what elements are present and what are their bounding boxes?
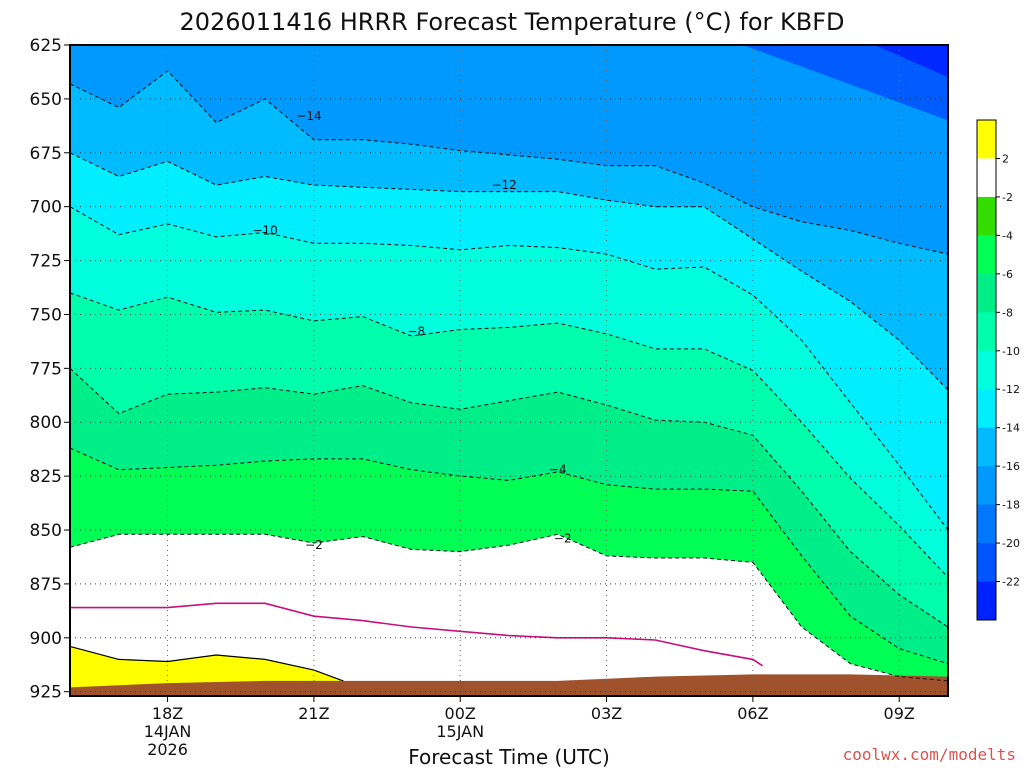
colorbar-label: -6 xyxy=(1002,268,1013,281)
x-tick-date: 14JAN xyxy=(144,722,192,741)
y-tick-label: 650 xyxy=(30,90,62,110)
isotherm-line xyxy=(69,206,949,531)
terrain-fill xyxy=(70,674,948,696)
colorbar-segment xyxy=(977,273,996,313)
y-tick-label: 725 xyxy=(30,252,62,272)
y-tick-label: 700 xyxy=(30,198,62,218)
grid-lines xyxy=(70,44,948,696)
isotherm-lines xyxy=(69,70,949,682)
colorbar-segment xyxy=(977,504,996,544)
colorbar-frame xyxy=(976,119,997,621)
colorbar-label: 2 xyxy=(1002,152,1009,165)
x-axis-label: Forecast Time (UTC) xyxy=(408,745,610,768)
colorbar-segment xyxy=(977,466,996,506)
x-tick-label: 21Z xyxy=(298,704,329,723)
colorbar-label: -12 xyxy=(1002,383,1020,396)
colorbar-label: -4 xyxy=(1002,229,1013,242)
y-tick-label: 900 xyxy=(30,629,62,649)
colorbar: 2 -2 -4 -6 -8 -10 -12 -14 -16 -18 -20 -22 xyxy=(976,119,1020,621)
colorbar-label: -2 xyxy=(1002,191,1013,204)
magenta-line xyxy=(70,602,764,667)
x-tick-label: 18Z xyxy=(152,704,183,723)
colorbar-segment xyxy=(977,543,996,583)
y-tick-label: 775 xyxy=(30,359,62,379)
isotherm-line xyxy=(69,447,949,665)
isotherm-line xyxy=(69,533,949,682)
colorbar-label: -16 xyxy=(1002,460,1020,473)
plot-frame xyxy=(69,44,949,697)
colorbar-label: -22 xyxy=(1002,576,1020,589)
colorbar-segment xyxy=(977,158,996,198)
colorbar-segment xyxy=(977,350,996,390)
x-tick-year: 2026 xyxy=(147,740,188,759)
isotherm-label: −10 xyxy=(252,223,277,237)
band-coldest-corner xyxy=(874,45,948,78)
x-tick-label: 00Z xyxy=(445,704,476,723)
colorbar-label: -8 xyxy=(1002,306,1013,319)
band-cold-corner xyxy=(743,45,948,121)
colorbar-label: -18 xyxy=(1002,499,1020,512)
y-tick-label: 875 xyxy=(30,575,62,595)
x-tick-label: 09Z xyxy=(884,704,915,723)
x-tick-label: 06Z xyxy=(737,704,768,723)
x-tick-date: 15JAN xyxy=(436,722,484,741)
isotherm-label: −12 xyxy=(491,178,516,192)
colorbar-segment xyxy=(977,312,996,352)
y-tick-label: 625 xyxy=(30,36,62,56)
y-tick-label: 750 xyxy=(30,305,62,325)
colorbar-segment xyxy=(977,235,996,275)
isotherm-line xyxy=(69,70,949,255)
isotherm-labels: −14 −12 −10 −8 −4 −2 −2 xyxy=(252,109,572,552)
colorbar-segment xyxy=(977,581,996,621)
chart-title: 2026011416 HRRR Forecast Temperature (°C… xyxy=(179,8,844,36)
colorbar-label: -20 xyxy=(1002,537,1020,550)
y-tick-label: 925 xyxy=(30,683,62,703)
x-tick-label: 03Z xyxy=(591,704,622,723)
y-tick-label: 800 xyxy=(30,413,62,433)
isotherm-label: −14 xyxy=(296,109,321,123)
isotherm-label: −4 xyxy=(549,463,567,477)
colorbar-segment xyxy=(977,120,996,159)
colorbar-segment xyxy=(977,389,996,429)
y-axis-ticks: 625 650 675 700 725 750 775 800 825 850 875 900 925 xyxy=(30,36,70,703)
y-tick-label: 850 xyxy=(30,521,62,541)
isotherm-label: −8 xyxy=(407,325,425,339)
colorbar-label: -10 xyxy=(1002,345,1020,358)
colorbar-segment xyxy=(977,196,996,236)
temperature-fill-bands xyxy=(69,45,948,697)
isotherm-label: −2 xyxy=(305,538,323,552)
credit-text: coolwx.com/modelts xyxy=(843,745,1016,764)
colorbar-label: -14 xyxy=(1002,422,1020,435)
isotherm-label: −2 xyxy=(554,532,572,546)
y-tick-label: 825 xyxy=(30,467,62,487)
colorbar-segment xyxy=(977,427,996,467)
y-tick-label: 675 xyxy=(30,144,62,164)
isotherm-line xyxy=(69,292,949,578)
